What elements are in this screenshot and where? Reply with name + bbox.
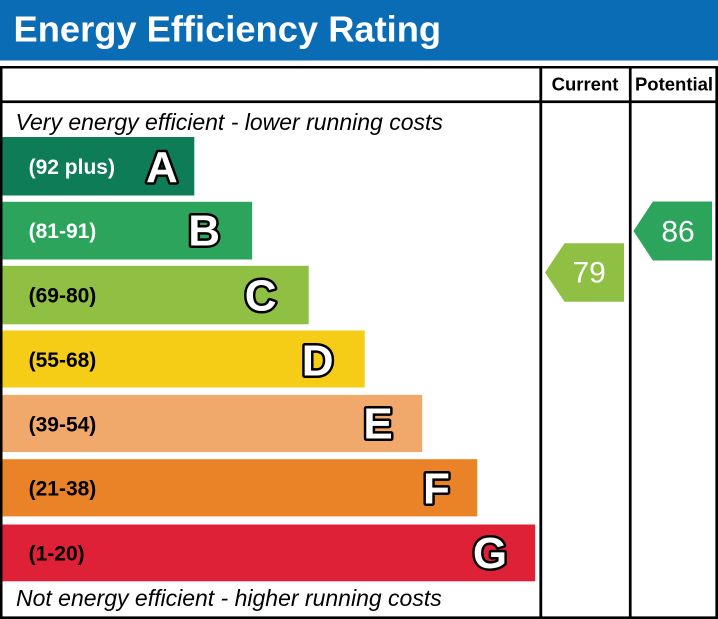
svg-text:Not energy efficient - higher: Not energy efficient - higher running co… bbox=[16, 585, 442, 611]
svg-text:(81-91): (81-91) bbox=[29, 220, 97, 243]
svg-text:(55-68): (55-68) bbox=[29, 349, 97, 372]
svg-text:F: F bbox=[423, 465, 450, 514]
svg-text:D: D bbox=[302, 336, 334, 385]
svg-text:(69-80): (69-80) bbox=[29, 285, 97, 308]
svg-text:(92 plus): (92 plus) bbox=[29, 156, 115, 179]
svg-text:G: G bbox=[473, 529, 507, 578]
svg-text:79: 79 bbox=[573, 257, 606, 290]
svg-text:Energy Efficiency Rating: Energy Efficiency Rating bbox=[14, 8, 442, 49]
svg-text:Potential: Potential bbox=[635, 73, 713, 94]
svg-text:C: C bbox=[245, 271, 277, 320]
svg-text:Very energy efficient - lower: Very energy efficient - lower running co… bbox=[16, 109, 444, 135]
svg-text:A: A bbox=[146, 143, 178, 192]
svg-text:B: B bbox=[188, 206, 220, 255]
svg-text:Current: Current bbox=[552, 73, 619, 94]
svg-text:E: E bbox=[363, 400, 392, 449]
svg-text:(39-54): (39-54) bbox=[29, 413, 97, 436]
svg-text:(21-38): (21-38) bbox=[29, 478, 97, 501]
svg-text:(1-20): (1-20) bbox=[29, 543, 85, 566]
svg-text:86: 86 bbox=[661, 215, 694, 248]
